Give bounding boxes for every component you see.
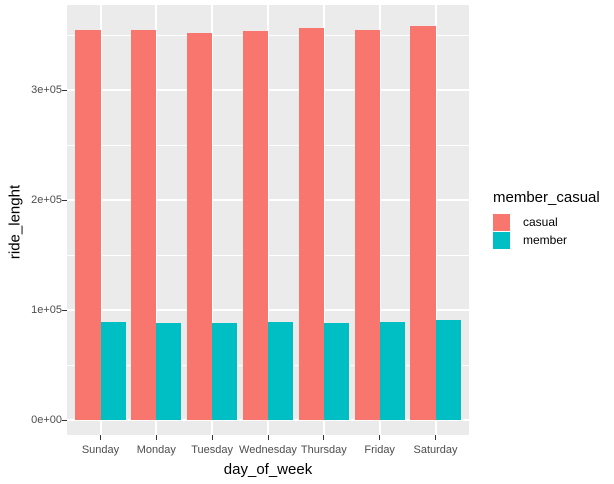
category-gridline (211, 5, 214, 435)
x-tick-label-saturday: Saturday (413, 444, 458, 456)
y-tick-label: 3e+05 (31, 83, 62, 96)
legend-title: member_casual (493, 189, 600, 206)
legend-items: casual member (493, 213, 600, 249)
bar-casual-wednesday (242, 30, 268, 421)
x-tick-mark (379, 435, 381, 440)
category-gridline (267, 5, 269, 435)
bar-member-saturday (435, 320, 461, 421)
bar-casual-sunday (75, 30, 101, 421)
plot-panel (67, 5, 469, 435)
x-tick-mark (267, 435, 269, 440)
bar-casual-saturday (410, 25, 436, 421)
x-tick-mark (435, 435, 436, 440)
bar-casual-monday (131, 29, 157, 421)
bar-member-friday (379, 322, 405, 421)
legend-item-member: member (493, 231, 600, 249)
category-gridline (434, 5, 437, 435)
x-tick-label-tuesday: Tuesday (191, 444, 234, 456)
x-tick-label-thursday: Thursday (300, 444, 347, 456)
bar-member-wednesday (268, 322, 294, 421)
x-tick-label-sunday: Sunday (81, 444, 120, 456)
category-gridline (378, 5, 381, 435)
y-tick-label: 0e+00 (31, 413, 62, 426)
legend-item-label: casual (523, 215, 558, 229)
category-gridline (155, 5, 158, 435)
bar-casual-tuesday (187, 32, 213, 421)
x-tick-mark (323, 435, 325, 440)
category-gridline (322, 5, 325, 435)
x-tick-mark (100, 435, 101, 440)
y-tick-label: 2e+05 (31, 193, 62, 206)
bar-member-sunday (100, 322, 126, 421)
x-tick-label-wednesday: Wednesday (239, 444, 297, 456)
legend-item-casual: casual (493, 213, 600, 231)
legend-key-swatch (493, 213, 510, 231)
y-tick-label: 1e+05 (31, 303, 62, 316)
y-tick-mark (62, 309, 67, 311)
bar-member-tuesday (212, 323, 238, 421)
legend-key-swatch (493, 231, 510, 249)
bar-member-thursday (323, 322, 349, 421)
bar-casual-thursday (298, 27, 324, 421)
x-tick-mark (155, 435, 157, 440)
legend: member_casual casual member (493, 189, 600, 249)
x-tick-label-monday: Monday (136, 444, 176, 456)
y-tick-mark (62, 199, 67, 201)
category-gridline (99, 5, 102, 435)
x-tick-label-friday: Friday (364, 444, 395, 456)
y-tick-mark (62, 89, 67, 91)
y-tick-mark (62, 419, 67, 421)
x-tick-mark (211, 435, 213, 440)
bar-casual-friday (354, 30, 380, 421)
x-axis-title: day_of_week (223, 461, 313, 478)
bar-member-monday (156, 323, 182, 421)
legend-item-label: member (523, 233, 568, 247)
